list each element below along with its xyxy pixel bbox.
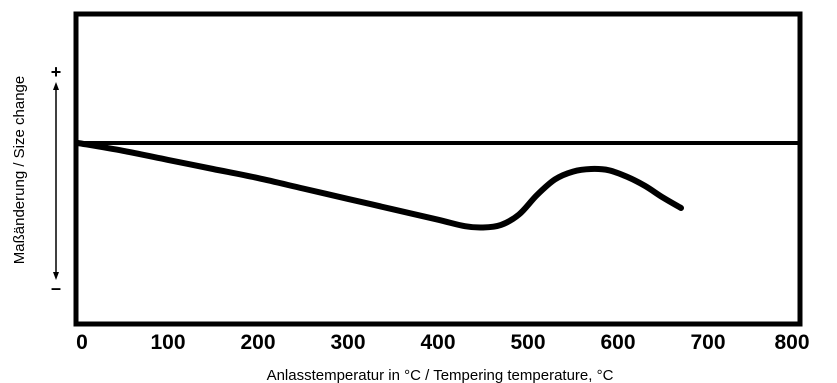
x-tick-label: 400 bbox=[420, 331, 455, 354]
size-change-curve bbox=[75, 140, 684, 231]
x-tick-labels: 0 100 200 300 400 500 600 700 800 bbox=[76, 331, 809, 354]
x-tick-label: 200 bbox=[240, 331, 275, 354]
y-axis-title: Maßänderung / Size change bbox=[11, 76, 28, 264]
x-tick-label: 500 bbox=[510, 331, 545, 354]
x-axis-title: Anlasstemperatur in °C / Tempering tempe… bbox=[267, 367, 614, 383]
x-tick-label: 800 bbox=[774, 331, 809, 354]
x-tick-label: 100 bbox=[150, 331, 185, 354]
y-plus-label: + bbox=[51, 62, 62, 82]
x-tick-label: 700 bbox=[690, 331, 725, 354]
x-tick-label: 0 bbox=[76, 331, 88, 354]
y-minus-label: – bbox=[51, 278, 61, 298]
x-tick-label: 300 bbox=[330, 331, 365, 354]
x-tick-label: 600 bbox=[600, 331, 635, 354]
y-direction-arrow bbox=[53, 82, 59, 280]
plot-frame bbox=[73, 11, 803, 327]
